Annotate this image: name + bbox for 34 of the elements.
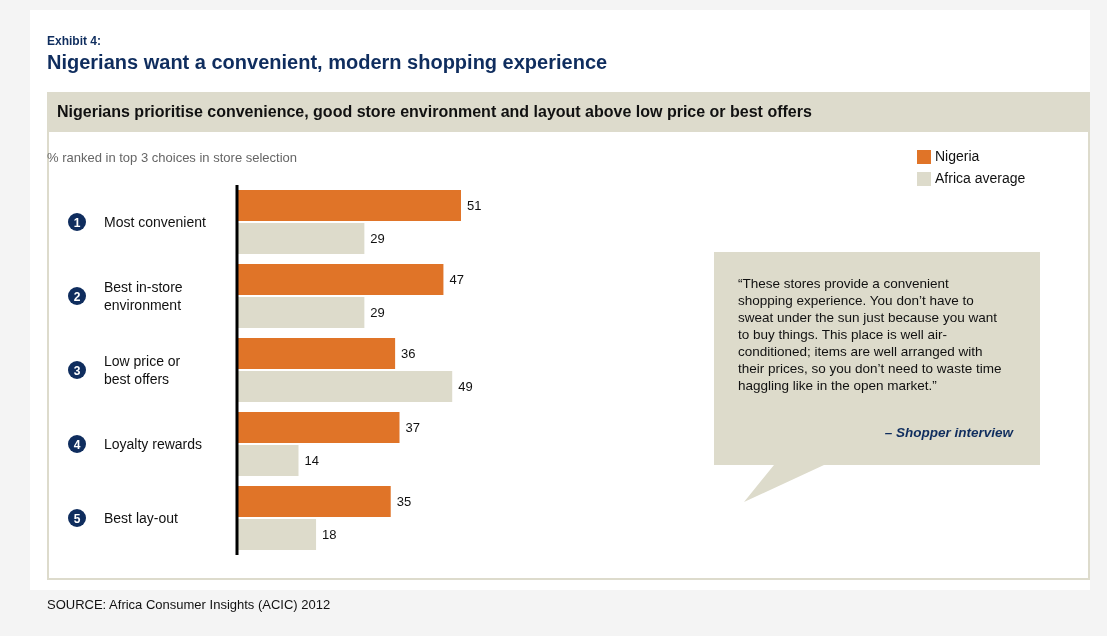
- bar: [237, 338, 396, 369]
- category-label: 4 Loyalty rewards: [73, 436, 203, 452]
- bar: [237, 190, 461, 221]
- x-axis-title: % ranked in top 3 choices in store selection: [47, 150, 298, 165]
- data-label: 37: [405, 420, 420, 436]
- bar: [237, 223, 365, 254]
- bar: [237, 486, 391, 517]
- category-label: 1 Most convenient: [73, 214, 206, 230]
- category-label: 5 Best lay-out: [73, 510, 178, 526]
- chart-subtitle: Nigerians prioritise convenience, good store environment and layout above low price or best offers: [57, 103, 812, 121]
- data-label: 49: [458, 379, 473, 395]
- data-label: 29: [370, 305, 385, 321]
- text: “These stores provide a convenient shopping experience. You don’t have to sweat under the sun just because you want to buy things. This place is well air-conditioned; items are well arranged with their prices, so you don’t need to waste time haggling like in the open market.”: [738, 275, 1003, 394]
- data-label: 29: [370, 231, 385, 247]
- category-label: 3 Low price or best offers: [73, 353, 181, 387]
- text: – Shopper interview: [883, 425, 1013, 440]
- bar: [237, 412, 400, 443]
- text: Exhibit 4:: [47, 34, 102, 48]
- legend-label: Nigeria: [935, 148, 980, 164]
- legend-label: Africa average: [935, 170, 1026, 186]
- data-label: 14: [304, 453, 319, 469]
- bar: [237, 264, 444, 295]
- data-label: 18: [322, 527, 337, 543]
- category-label: 2 Best in-store environment: [73, 279, 183, 313]
- bar: [237, 371, 453, 402]
- chart-title: Nigerians want a convenient, modern shopping experience: [47, 51, 608, 74]
- bar: [237, 519, 317, 550]
- source-note: SOURCE: Africa Consumer Insights (ACIC) 2012: [47, 597, 331, 612]
- bar: [237, 445, 299, 476]
- data-label: 51: [467, 198, 482, 214]
- data-label: 47: [449, 272, 464, 288]
- bar: [237, 297, 365, 328]
- data-label: 36: [401, 346, 416, 362]
- data-label: 35: [396, 494, 412, 510]
